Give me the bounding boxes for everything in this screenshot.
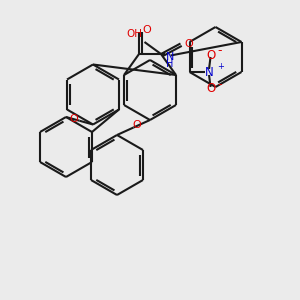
Text: O: O — [184, 38, 193, 49]
Text: H: H — [166, 58, 173, 69]
Text: N: N — [166, 52, 174, 62]
Text: N: N — [205, 65, 213, 79]
Text: -: - — [217, 44, 222, 58]
Text: O: O — [206, 49, 215, 62]
Text: +: + — [217, 62, 224, 71]
Text: OH: OH — [126, 29, 142, 39]
Text: O: O — [70, 114, 79, 124]
Text: O: O — [206, 82, 215, 95]
Text: -: - — [217, 78, 222, 91]
Text: O: O — [132, 119, 141, 130]
Text: O: O — [142, 25, 151, 35]
